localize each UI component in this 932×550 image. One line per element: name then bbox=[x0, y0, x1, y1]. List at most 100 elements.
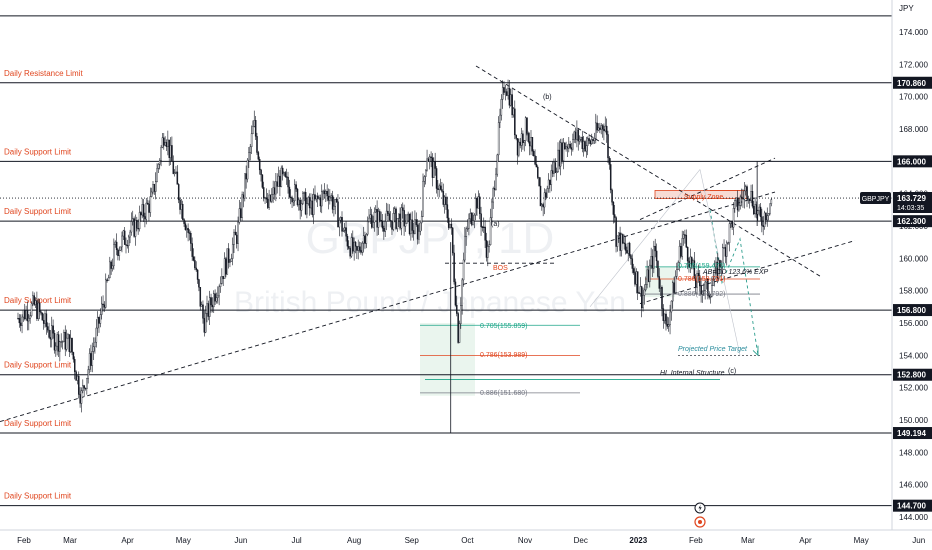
candle-body bbox=[747, 198, 750, 200]
candle-body bbox=[361, 242, 364, 253]
symbol-badge[interactable]: GBPJPY bbox=[860, 192, 891, 204]
candle-body bbox=[248, 152, 250, 161]
candle-body bbox=[207, 303, 210, 317]
candle-body bbox=[534, 155, 536, 165]
candle-body bbox=[477, 196, 480, 209]
time-tick-label: May bbox=[854, 536, 869, 545]
candle-body bbox=[460, 305, 462, 324]
candle-body bbox=[113, 244, 115, 267]
price-tick-label: 154.000 bbox=[899, 351, 928, 360]
candle-body bbox=[245, 173, 247, 180]
earnings-marker-icon[interactable] bbox=[694, 516, 706, 528]
candle-body bbox=[59, 341, 61, 352]
candle-body bbox=[308, 197, 311, 209]
level-name: Daily Support Limit bbox=[4, 492, 72, 501]
price-tick-label: 146.000 bbox=[899, 481, 928, 490]
candle-body bbox=[105, 279, 107, 308]
candle-body bbox=[160, 147, 162, 161]
candle-body bbox=[42, 320, 45, 324]
candle-body bbox=[707, 279, 709, 296]
flash-icon[interactable] bbox=[694, 502, 706, 514]
candle-body bbox=[769, 203, 771, 214]
candle-body bbox=[368, 217, 370, 222]
candle-body bbox=[176, 171, 179, 185]
candle-body bbox=[92, 346, 95, 352]
candle-body bbox=[620, 234, 623, 251]
candle-body bbox=[117, 249, 119, 256]
candle-body bbox=[317, 195, 319, 199]
candle-body bbox=[277, 175, 280, 187]
candle-body bbox=[434, 161, 436, 169]
candle-body bbox=[550, 170, 553, 185]
candle-body bbox=[662, 308, 665, 321]
candle-body bbox=[32, 295, 34, 305]
candle-body bbox=[127, 236, 130, 246]
candle-body bbox=[612, 201, 615, 215]
candle-body bbox=[597, 127, 600, 131]
candle-body bbox=[318, 197, 320, 199]
candle-body bbox=[673, 282, 675, 293]
price-tick-label: 152.000 bbox=[899, 384, 928, 393]
level-label-bg bbox=[893, 215, 932, 228]
candle-body bbox=[28, 318, 30, 322]
candle-body bbox=[653, 245, 655, 269]
candle-body bbox=[561, 142, 563, 161]
candle-body bbox=[366, 221, 369, 235]
candle-body bbox=[173, 172, 176, 174]
candle-body bbox=[443, 196, 446, 205]
candle-body bbox=[649, 264, 651, 282]
candle-body bbox=[396, 218, 399, 229]
candle-body bbox=[510, 94, 512, 106]
candle-body bbox=[670, 300, 673, 313]
candle-body bbox=[484, 226, 486, 241]
candle-body bbox=[114, 241, 116, 245]
candle-body bbox=[41, 312, 44, 321]
candle-body bbox=[82, 385, 84, 391]
time-axis-ticks[interactable]: Feb Mar Apr May Jun Jul Aug Sep Oct Nov Dec 2023 Feb… bbox=[17, 536, 932, 545]
candle-body bbox=[164, 142, 166, 146]
candle-body bbox=[250, 133, 253, 148]
level-name: Daily Support Limit bbox=[4, 419, 72, 428]
candle-body bbox=[168, 139, 170, 158]
candle-body bbox=[29, 315, 31, 319]
candle-body bbox=[431, 157, 434, 178]
candle-body bbox=[179, 199, 181, 210]
candle-body bbox=[516, 138, 519, 156]
candle-body bbox=[280, 167, 283, 187]
channel-upper-line bbox=[639, 157, 776, 220]
candle-body bbox=[291, 197, 293, 203]
time-tick-label: Jun bbox=[912, 536, 925, 545]
candle-body bbox=[558, 149, 561, 167]
level-name: Daily Support Limit bbox=[4, 361, 72, 370]
candle-body bbox=[465, 228, 468, 237]
candle-body bbox=[410, 219, 412, 235]
candle-body bbox=[689, 256, 692, 268]
candle-body bbox=[288, 186, 291, 198]
candle-body bbox=[449, 223, 451, 228]
candle-body bbox=[742, 197, 744, 200]
candle-body bbox=[422, 181, 424, 217]
price-tick-label: 150.000 bbox=[899, 416, 928, 425]
candle-body bbox=[377, 211, 380, 228]
candle-body bbox=[198, 279, 200, 288]
candle-body bbox=[762, 225, 765, 227]
candle-body bbox=[515, 134, 517, 139]
candle-body bbox=[24, 310, 26, 320]
level-name: Daily Support Limit bbox=[4, 207, 72, 216]
candle-body bbox=[341, 217, 343, 232]
candle-body bbox=[705, 279, 708, 283]
candle-body bbox=[528, 141, 531, 147]
candle-body bbox=[261, 174, 264, 188]
candle-body bbox=[311, 200, 314, 215]
candle-body bbox=[462, 259, 465, 281]
candle-body bbox=[360, 250, 362, 253]
candle-body bbox=[99, 314, 102, 324]
candle-body bbox=[157, 164, 160, 169]
candle-body bbox=[716, 261, 719, 279]
watermark-name: British Pound / Japanese Yen bbox=[234, 286, 626, 319]
candle-body bbox=[749, 198, 751, 201]
candle-body bbox=[322, 190, 324, 193]
candle-body bbox=[76, 375, 79, 381]
candle-body bbox=[83, 385, 85, 389]
